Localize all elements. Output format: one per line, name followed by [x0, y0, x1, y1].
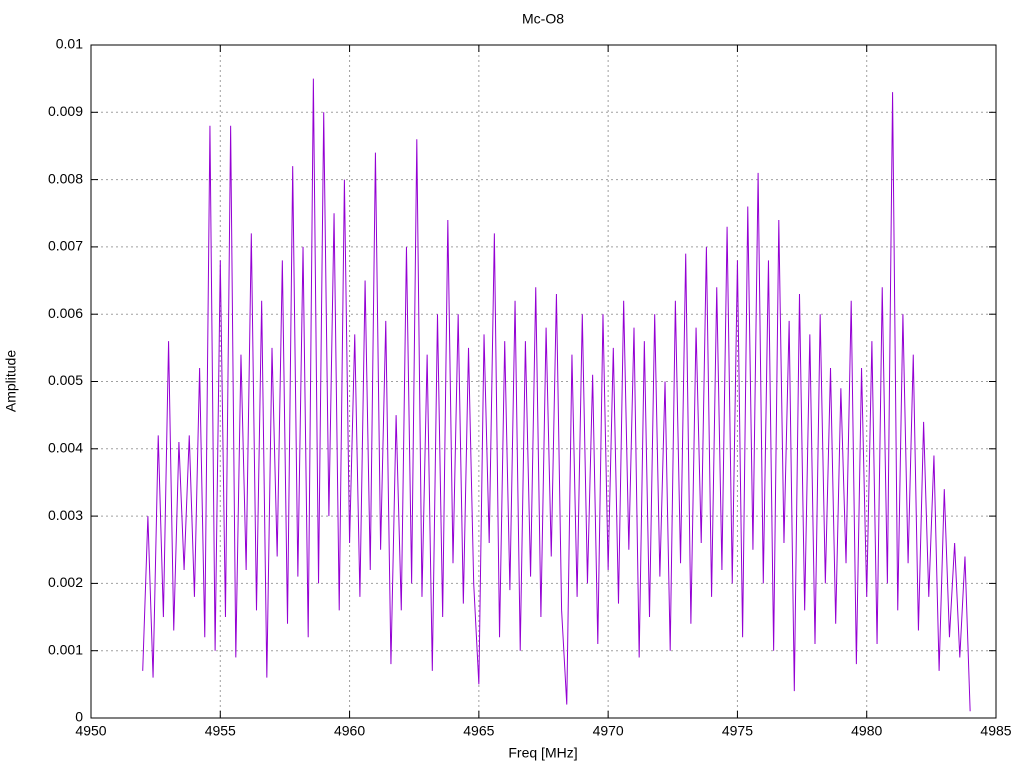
x-axis-label: Freq [MHz]	[508, 745, 577, 761]
y-tick-label: 0.002	[48, 574, 83, 590]
plot-data	[142, 78, 971, 712]
x-tick-label: 4965	[463, 723, 494, 739]
y-tick-label: 0.006	[48, 305, 83, 321]
y-tick-label: 0.003	[48, 507, 83, 523]
y-axis-label: Amplitude	[3, 350, 19, 412]
x-tick-label: 4955	[205, 723, 236, 739]
y-tick-label: 0	[75, 709, 83, 725]
y-tick-label: 0.007	[48, 238, 83, 254]
x-tick-label: 4980	[851, 723, 882, 739]
y-tick-label: 0.005	[48, 372, 83, 388]
x-tick-label: 4950	[75, 723, 106, 739]
x-tick-label: 4960	[334, 723, 365, 739]
chart-title: Mc-O8	[522, 11, 564, 27]
x-tick-label: 4975	[722, 723, 753, 739]
y-tick-label: 0.008	[48, 170, 83, 186]
x-tick-label: 4985	[980, 723, 1011, 739]
grid	[90, 44, 997, 719]
x-tick-label: 4970	[593, 723, 624, 739]
y-tick-label: 0.001	[48, 641, 83, 657]
data-line	[142, 78, 971, 712]
y-tick-label: 0.009	[48, 103, 83, 119]
y-tick-label: 0.004	[48, 440, 83, 456]
y-tick-label: 0.01	[56, 36, 83, 52]
